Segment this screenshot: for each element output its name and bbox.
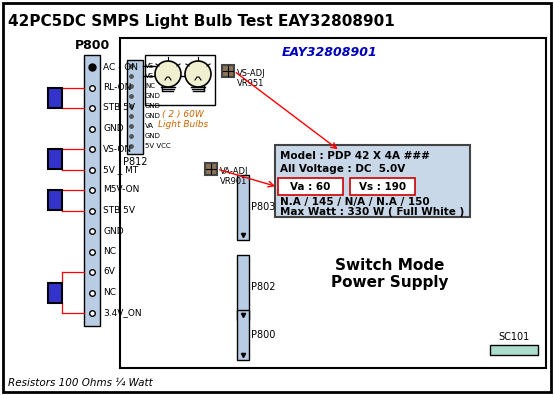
Text: M5V-ON: M5V-ON <box>103 186 140 194</box>
Text: GND: GND <box>145 133 161 139</box>
Text: 6V: 6V <box>103 267 115 276</box>
Text: Resistors 100 Ohms ¼ Watt: Resistors 100 Ohms ¼ Watt <box>8 378 153 388</box>
Bar <box>237 310 249 360</box>
Text: STB 5V: STB 5V <box>103 206 135 215</box>
Text: GND: GND <box>145 93 161 99</box>
Text: NC: NC <box>103 247 116 256</box>
Text: Switch Mode: Switch Mode <box>335 258 445 273</box>
Text: VS-ON: VS-ON <box>103 145 132 154</box>
Text: AC - ON: AC - ON <box>103 62 138 71</box>
Text: GND: GND <box>145 113 161 119</box>
Bar <box>120 38 546 368</box>
Text: Vs : 190: Vs : 190 <box>360 182 407 192</box>
Text: N.A / 145 / N/A / N.A / 150: N.A / 145 / N/A / N.A / 150 <box>280 197 429 207</box>
Text: VS: VS <box>145 63 154 69</box>
Text: EAY32808901: EAY32808901 <box>282 46 378 59</box>
Circle shape <box>155 61 181 87</box>
Text: P802: P802 <box>251 282 275 292</box>
Text: STB 5V: STB 5V <box>103 103 135 113</box>
Text: NC: NC <box>103 288 116 297</box>
Text: VA-ADJ
VR901: VA-ADJ VR901 <box>220 167 249 186</box>
Text: 5V _ MT: 5V _ MT <box>103 165 138 174</box>
Text: Max Watt : 330 W ( Full White ): Max Watt : 330 W ( Full White ) <box>280 207 464 217</box>
Text: P800: P800 <box>251 330 275 340</box>
Bar <box>278 178 343 195</box>
Text: VS: VS <box>145 73 154 79</box>
Text: VS-ADJ
VR951: VS-ADJ VR951 <box>237 69 265 88</box>
Bar <box>48 149 62 169</box>
Text: 3.4V_ON: 3.4V_ON <box>103 308 142 318</box>
Text: 5V VCC: 5V VCC <box>145 143 171 149</box>
Text: GND: GND <box>103 226 124 235</box>
Bar <box>237 255 249 320</box>
Text: Va : 60: Va : 60 <box>290 182 330 192</box>
Bar <box>48 88 62 108</box>
Text: P812: P812 <box>123 157 147 167</box>
Bar <box>237 175 249 240</box>
Bar <box>48 282 62 303</box>
Bar <box>222 65 234 77</box>
Text: 42PC5DC SMPS Light Bulb Test EAY32808901: 42PC5DC SMPS Light Bulb Test EAY32808901 <box>8 14 395 29</box>
Bar <box>48 190 62 210</box>
Text: GND: GND <box>145 103 161 109</box>
Text: VA: VA <box>145 123 154 129</box>
Bar <box>350 178 415 195</box>
Text: RL-ON: RL-ON <box>103 83 131 92</box>
Text: Model : PDP 42 X 4A ###: Model : PDP 42 X 4A ### <box>280 151 430 161</box>
Text: All Voltage : DC  5.0V: All Voltage : DC 5.0V <box>280 164 405 174</box>
Circle shape <box>185 61 211 87</box>
Bar <box>145 55 215 105</box>
Bar <box>275 145 470 217</box>
Text: GND: GND <box>103 124 124 133</box>
Text: P800: P800 <box>74 39 110 52</box>
Bar <box>84 55 100 325</box>
Text: P803: P803 <box>251 202 275 212</box>
Text: SC101: SC101 <box>499 332 530 342</box>
Bar <box>490 345 538 355</box>
Bar <box>205 163 217 175</box>
Bar <box>127 60 143 154</box>
Text: NC: NC <box>145 83 155 89</box>
Text: Power Supply: Power Supply <box>331 275 449 290</box>
Text: ( 2 ) 60W
Light Bulbs: ( 2 ) 60W Light Bulbs <box>158 110 208 130</box>
